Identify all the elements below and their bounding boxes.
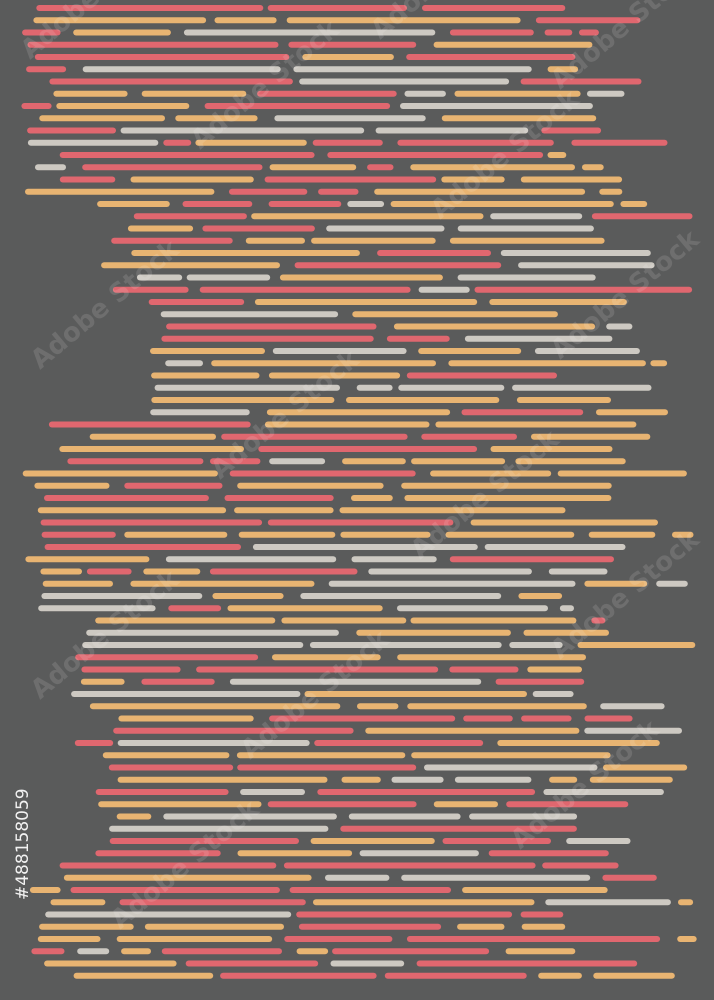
stock-id: #488158059 <box>13 788 33 900</box>
line-pattern <box>21 5 697 979</box>
